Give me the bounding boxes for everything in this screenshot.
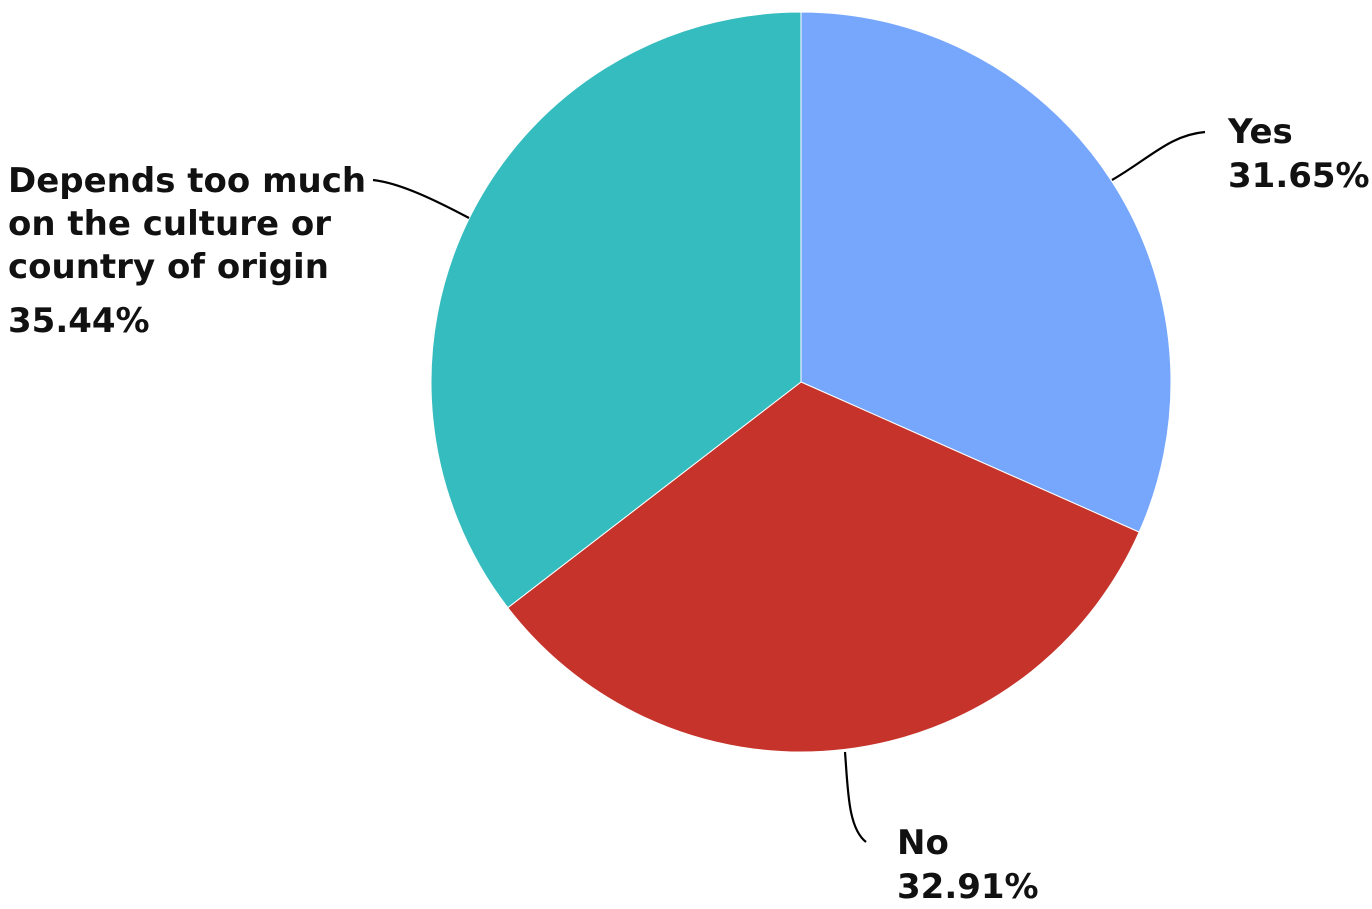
pie-slice-depends-too-much xyxy=(430,11,802,609)
slice-label-depends-line-3: country of origin xyxy=(8,247,329,287)
pie-slice-yes xyxy=(800,11,1172,533)
slice-label-yes: Yes xyxy=(1227,112,1293,152)
slice-value-yes: 31.65% xyxy=(1228,156,1370,196)
slice-value-no: 32.91% xyxy=(897,867,1039,907)
pie-slices xyxy=(430,11,1172,753)
pie-slice-no xyxy=(507,381,1140,753)
leader-line-depends xyxy=(372,178,470,219)
leader-line-yes xyxy=(1111,130,1206,181)
slice-label-no: No xyxy=(897,823,949,863)
slice-label-depends-line-2: on the culture or xyxy=(8,204,331,244)
slice-value-depends: 35.44% xyxy=(8,301,150,341)
slice-label-depends-line-1: Depends too much xyxy=(8,161,366,201)
leader-line-no xyxy=(843,751,867,843)
